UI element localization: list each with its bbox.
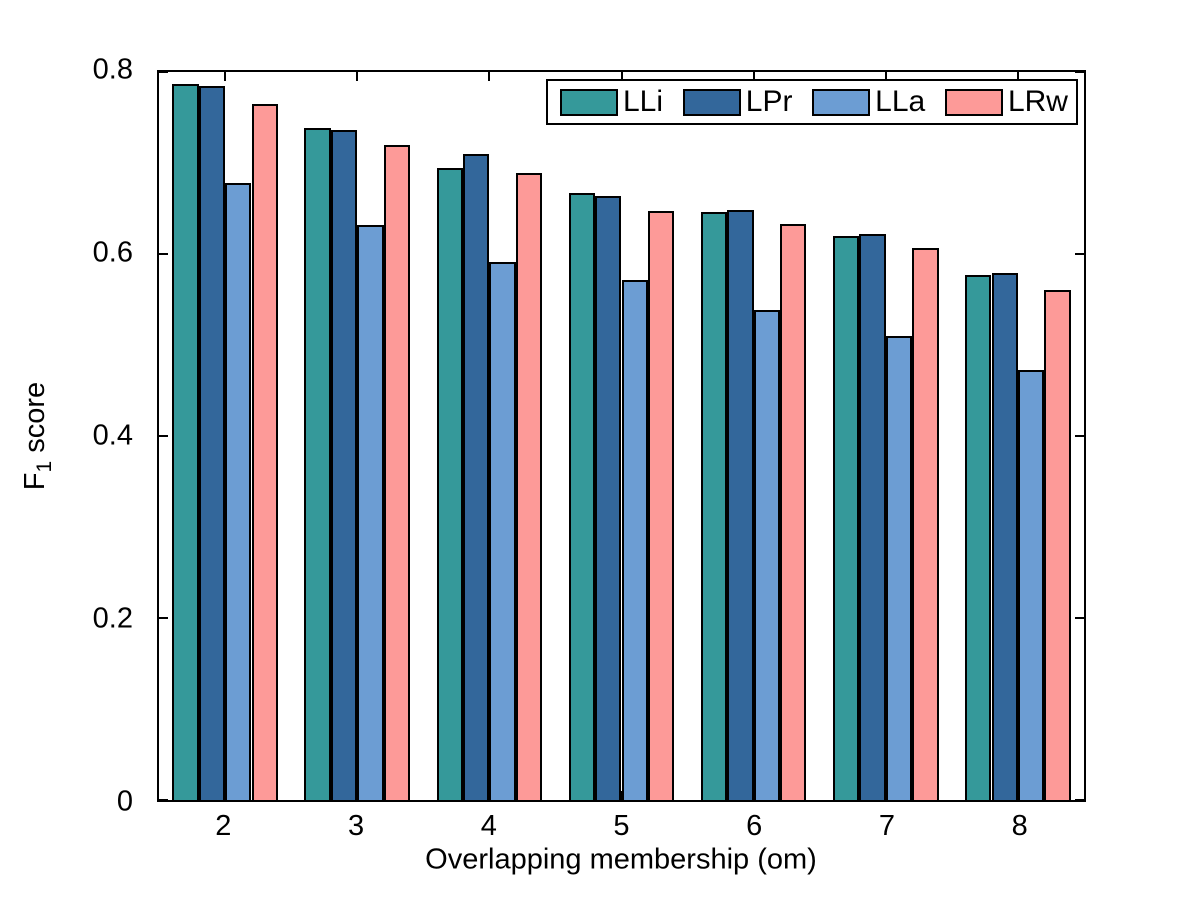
bar-lli-om4	[436, 167, 463, 800]
bar-lpr-om3	[330, 130, 358, 800]
x-tick-top	[488, 72, 491, 81]
bar-lli-om2	[172, 83, 199, 800]
x-tick-top	[356, 72, 359, 81]
legend-item-lla: LLa	[812, 87, 925, 117]
y-tick-label: 0.4	[92, 419, 133, 452]
x-tick-bottom	[752, 791, 755, 800]
y-tick-left	[159, 71, 168, 73]
bar-lli-om7	[832, 235, 860, 800]
bar-lrw-om7	[912, 247, 939, 800]
bar-lla-om2	[225, 183, 252, 800]
x-tick-bottom	[1016, 791, 1019, 800]
y-tick-label: 0.8	[92, 53, 133, 86]
bar-lla-om3	[357, 224, 384, 800]
y-tick-left	[159, 253, 168, 255]
bar-lla-om6	[753, 309, 781, 800]
x-tick-bottom	[356, 791, 359, 800]
x-tick-top	[1016, 72, 1019, 81]
y-tick-right	[1075, 71, 1084, 73]
y-tick-right	[1075, 435, 1084, 437]
bar-lli-om8	[965, 274, 992, 800]
y-tick-right	[1075, 617, 1084, 619]
legend-item-lrw: LRw	[944, 85, 1068, 118]
legend-item-lpr: LPr	[682, 85, 793, 118]
x-tick-top	[752, 72, 755, 81]
x-tick-label: 4	[480, 810, 497, 842]
y-tick-label: 0	[116, 785, 133, 818]
y-tick-left	[159, 617, 168, 619]
y-axis-tick-labels: 0 0.2 0.4 0.6 0.8	[0, 54, 145, 818]
legend: LLi LPr LLa LRw	[546, 79, 1078, 125]
x-tick-label: 8	[1011, 810, 1028, 842]
y-tick-label: 0.2	[92, 602, 133, 635]
x-tick-bottom	[224, 791, 227, 800]
bar-lpr-om7	[859, 233, 886, 800]
bar-lli-om3	[304, 128, 331, 800]
bar-lpr-om4	[462, 153, 490, 800]
y-axis-label-subscript: 1	[32, 460, 56, 473]
y-axis-label-rest: score	[19, 381, 52, 461]
bar-lrw-om5	[647, 211, 675, 800]
legend-label-lpr: LPr	[745, 85, 793, 118]
legend-swatch-lli	[560, 88, 618, 116]
x-tick-label: 3	[347, 810, 365, 842]
legend-item-lli: LLi	[560, 87, 663, 117]
legend-label-lrw: LRw	[1007, 85, 1068, 118]
x-tick-bottom	[884, 791, 887, 800]
x-tick-bottom	[620, 791, 623, 800]
x-axis-tick-labels: 2 3 4 5 6 7 8	[157, 810, 1086, 850]
x-tick-top	[620, 72, 623, 81]
bar-lla-om7	[885, 335, 913, 800]
bar-lrw-om8	[1044, 289, 1071, 800]
bar-lli-om6	[700, 212, 728, 800]
legend-label-lla: LLa	[875, 85, 926, 118]
bar-lpr-om8	[991, 273, 1018, 800]
bar-lrw-om2	[251, 103, 278, 800]
legend-swatch-lla	[812, 88, 871, 116]
y-tick-left	[159, 435, 168, 437]
bar-lli-om5	[568, 193, 596, 800]
bar-lpr-om2	[198, 85, 226, 800]
plot-area: LLi LPr LLa LRw	[157, 70, 1086, 802]
bar-lla-om4	[489, 262, 516, 800]
bar-lpr-om5	[595, 195, 622, 800]
x-tick-label: 7	[878, 810, 895, 842]
x-tick-label: 6	[746, 810, 763, 842]
y-tick-label: 0.6	[92, 236, 133, 269]
y-tick-right	[1075, 799, 1084, 801]
x-tick-label: 5	[613, 810, 630, 842]
x-tick-top	[884, 72, 887, 81]
bar-lrw-om6	[780, 223, 807, 800]
bar-lrw-om4	[515, 173, 543, 800]
y-axis-label: F1 score	[19, 382, 57, 490]
y-axis-label-main: F	[19, 472, 52, 491]
y-tick-right	[1075, 253, 1084, 255]
x-tick-bottom	[488, 791, 491, 800]
legend-label-lli: LLi	[623, 85, 664, 118]
x-tick-top	[224, 72, 227, 81]
bar-lpr-om6	[727, 210, 754, 800]
y-tick-left	[159, 799, 168, 801]
legend-swatch-lrw	[944, 88, 1003, 116]
x-axis-label: Overlapping membership (om)	[425, 843, 817, 876]
legend-swatch-lpr	[682, 88, 741, 116]
bar-lla-om5	[621, 280, 648, 800]
x-tick-label: 2	[215, 810, 232, 842]
bar-lrw-om3	[383, 144, 411, 800]
bar-lla-om8	[1017, 369, 1045, 800]
